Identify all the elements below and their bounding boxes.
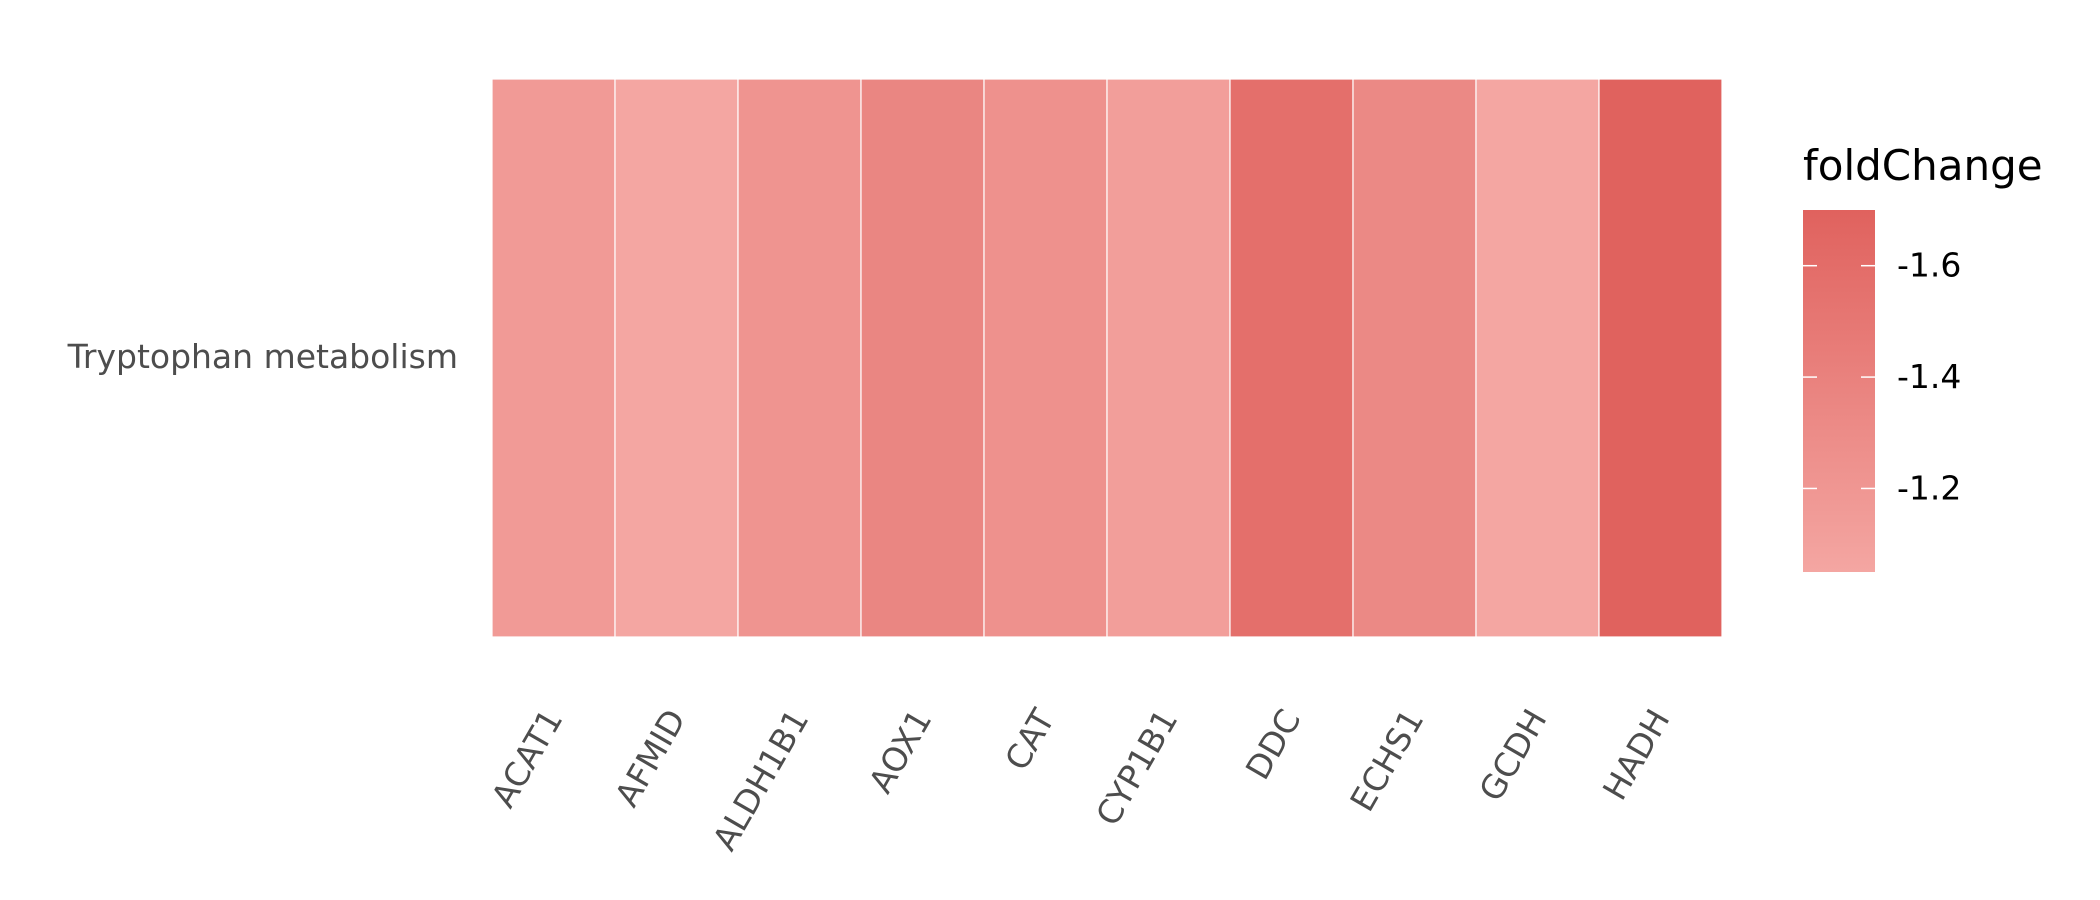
heatmap-cell	[860, 78, 985, 638]
legend-title: foldChange	[1803, 141, 2043, 190]
heatmap-tiles	[491, 78, 1723, 638]
x-tick-label: GCDH	[1471, 703, 1554, 808]
x-tick-label: AOX1	[861, 703, 940, 800]
y-category-label: Tryptophan metabolism	[67, 337, 458, 376]
heatmap-cell	[1598, 78, 1723, 638]
legend-tick-label: -1.2	[1897, 468, 1961, 507]
x-tick-label: CYP1B1	[1088, 703, 1185, 833]
heatmap-cell	[1475, 78, 1600, 638]
x-tick-label: HADH	[1595, 703, 1678, 807]
heatmap-cell	[1229, 78, 1354, 638]
x-tick-label: ACAT1	[484, 703, 571, 814]
color-legend: foldChange -1.6 -1.4 -1.2	[1803, 141, 2043, 572]
x-tick-label: CAT	[997, 702, 1063, 777]
x-tick-label: DDC	[1238, 703, 1309, 786]
legend-colorbar	[1803, 210, 1875, 572]
legend-tick-label: -1.4	[1897, 357, 1961, 396]
heatmap-cell	[1106, 78, 1231, 638]
heatmap-cell	[983, 78, 1108, 638]
legend-tick-label: -1.6	[1897, 246, 1961, 285]
x-tick-label: ALDH1B1	[705, 703, 817, 857]
x-axis-labels: ACAT1 AFMID ALDH1B1 AOX1 CAT CYP1B1 DDC ECHS1 GC…	[484, 702, 1678, 857]
heatmap-cell	[491, 78, 616, 638]
heatmap-cell	[737, 78, 862, 638]
heatmap-cell	[1352, 78, 1477, 638]
x-tick-label: AFMID	[607, 703, 693, 814]
heatmap-cell	[614, 78, 739, 638]
legend-ticks: -1.6 -1.4 -1.2	[1803, 246, 1961, 507]
x-tick-label: ECHS1	[1342, 703, 1431, 818]
